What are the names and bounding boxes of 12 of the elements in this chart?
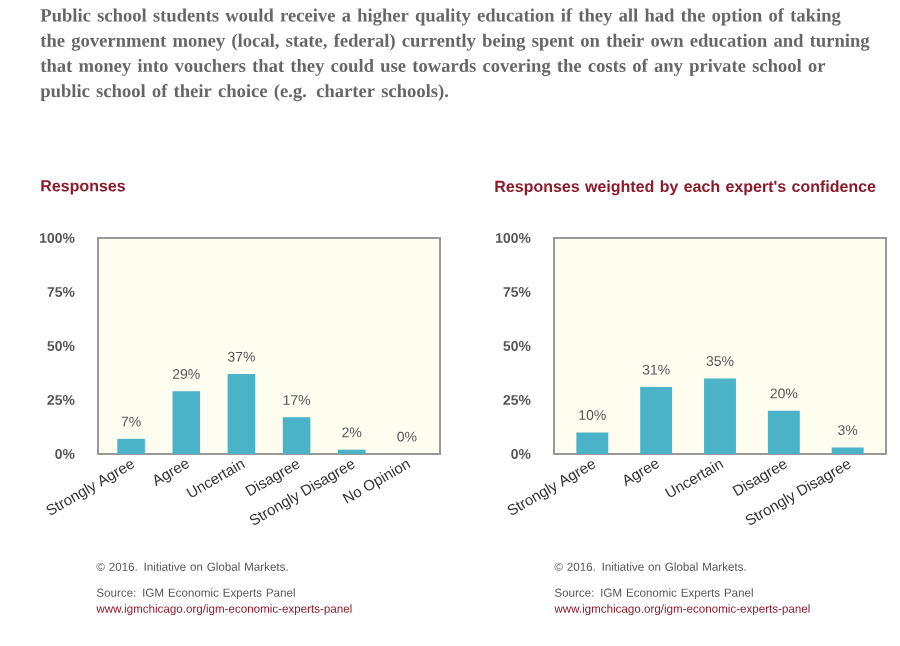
bar: [576, 432, 609, 454]
bar: [831, 447, 864, 454]
chart-title: Public school students would receive a higher quality education if they all had the option of taking the government money (local, state, federal) currently being spent on their own education and turning that money into vouchers that they could use towards covering the costs of any private school or public school of their choice (e.g. charter schools).: [40, 8, 870, 102]
bar: [227, 374, 256, 454]
bar: [117, 438, 145, 454]
bar: [704, 378, 736, 454]
chart-subtitle: Responses: [41, 180, 125, 195]
bar: [172, 391, 201, 454]
chart-title: Responses weighted by each expert's confidence: [495, 180, 876, 196]
bar: [282, 417, 311, 454]
bar: [767, 410, 800, 454]
bar: [640, 387, 673, 454]
